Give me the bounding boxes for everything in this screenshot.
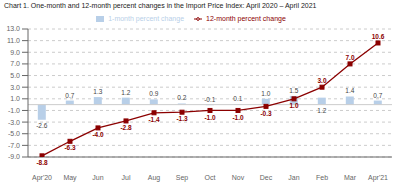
svg-text:-1.0: -1.0 [8,107,20,114]
svg-text:-2.8: -2.8 [120,124,132,131]
svg-text:1.2: 1.2 [121,89,130,96]
svg-text:-6.3: -6.3 [64,144,76,151]
svg-text:Apr'21: Apr'21 [368,174,388,182]
svg-text:-3.0: -3.0 [8,119,20,126]
svg-text:May: May [63,174,77,182]
svg-text:-1.4: -1.4 [148,116,160,123]
svg-text:0.2: 0.2 [177,94,186,101]
svg-text:11.0: 11.0 [8,37,20,44]
svg-text:Jul: Jul [122,174,131,181]
svg-text:-9.0: -9.0 [8,153,20,160]
svg-text:-1.3: -1.3 [176,115,188,122]
svg-text:0.7: 0.7 [65,92,74,99]
svg-text:1.4: 1.4 [345,87,354,94]
html-text:Chart 1. One-month and 12-mont: Chart 1. One-month and 12-month percent … [4,2,317,9]
svg-text:0.9: 0.9 [149,90,158,97]
svg-text:1.3: 1.3 [93,88,102,95]
svg-text:0.1: 0.1 [233,95,242,102]
svg-text:Dec: Dec [260,174,273,181]
svg-text:Oct: Oct [205,174,216,181]
svg-text:-4.0: -4.0 [92,131,104,138]
svg-text:0.7: 0.7 [373,92,382,99]
svg-text:1.0: 1.0 [10,95,20,102]
svg-text:9.0: 9.0 [10,49,20,56]
svg-text:13.0: 13.0 [8,25,20,32]
svg-text:Mar: Mar [344,174,357,181]
svg-text:5.0: 5.0 [10,72,20,79]
svg-text:1.2: 1.2 [317,107,326,114]
svg-text:3.0: 3.0 [317,77,326,84]
svg-text:-8.8: -8.8 [36,159,48,166]
svg-text:-0.3: -0.3 [260,110,272,117]
svg-text:Jun: Jun [92,174,103,181]
svg-text:Nov: Nov [232,174,245,181]
svg-text:-1.0: -1.0 [232,114,244,121]
svg-text:1.5: 1.5 [289,87,298,94]
svg-text:7.0: 7.0 [10,60,20,67]
svg-text:Aug: Aug [148,174,161,182]
svg-text:Feb: Feb [316,174,328,181]
svg-text:1.0: 1.0 [261,90,270,97]
html-text:12-month percent change: 12-month percent change [206,15,286,22]
svg-text:-2.6: -2.6 [36,122,48,129]
svg-text:-7.0: -7.0 [8,142,20,149]
svg-text:Apr'20: Apr'20 [32,174,52,182]
svg-text:Jan: Jan [288,174,299,181]
svg-text:3.0: 3.0 [10,84,20,91]
html-text:1-month percent change: 1-month percent change [108,15,184,22]
svg-text:Sep: Sep [176,174,189,182]
svg-text:-5.0: -5.0 [8,130,20,137]
svg-text:-0.1: -0.1 [204,96,216,103]
svg-text:10.6: 10.6 [372,33,385,40]
svg-text:1.0: 1.0 [289,102,298,109]
svg-text:-1.0: -1.0 [204,114,216,121]
svg-text:7.0: 7.0 [345,54,354,61]
